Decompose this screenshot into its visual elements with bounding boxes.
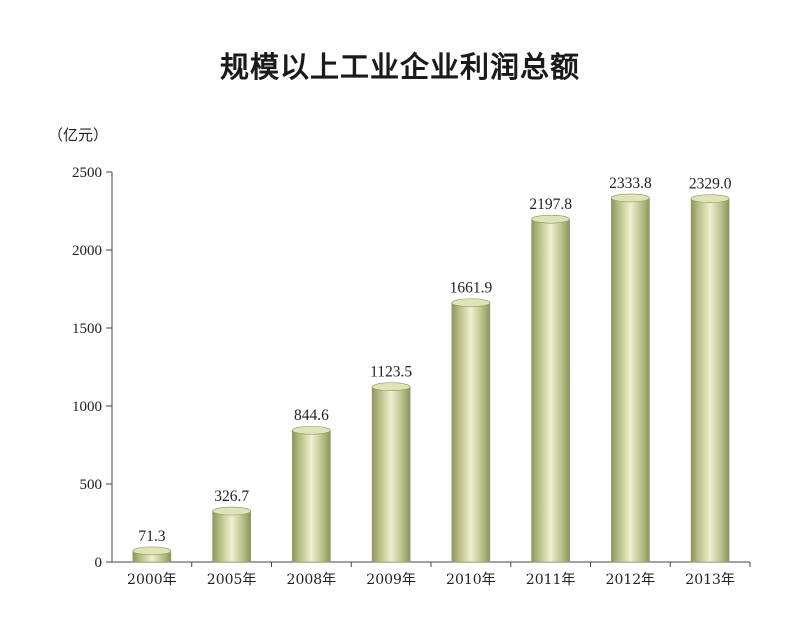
bar — [611, 197, 650, 563]
x-tick-label: 2013年 — [685, 572, 735, 588]
bar-cap — [611, 193, 650, 203]
x-tick-label: 2000年 — [127, 572, 177, 588]
x-tick-label: 2012年 — [606, 572, 656, 588]
axes: 0 500 1000 1500 2000 2500 — [72, 165, 751, 571]
y-tick-label: 1500 — [72, 321, 102, 337]
y-tick-label: 2500 — [72, 165, 102, 181]
data-label: 2329.0 — [689, 176, 732, 193]
labels: 71.3 2000年 326.7 2005年 844.6 2008年 1123.5 2009年… — [127, 175, 735, 588]
y-tick-label: 2000 — [72, 243, 102, 259]
data-label: 2333.8 — [609, 175, 652, 192]
bar-cap — [132, 546, 172, 556]
bar — [451, 302, 491, 563]
data-label: 326.7 — [214, 488, 249, 505]
x-tick-label: 2011年 — [526, 572, 576, 588]
bar-cap — [212, 506, 251, 516]
x-tick-label: 2009年 — [366, 572, 416, 588]
y-tick-label: 0 — [95, 555, 103, 571]
bar — [212, 510, 251, 563]
data-label: 844.6 — [294, 407, 329, 424]
bar — [531, 218, 570, 563]
y-tick-label: 500 — [80, 477, 103, 493]
bar — [690, 198, 730, 563]
bar-cap — [531, 214, 570, 224]
y-tick-label: 1000 — [72, 399, 102, 415]
bar-cap — [690, 194, 730, 203]
bar-cap — [451, 298, 491, 308]
bar-cap — [292, 425, 331, 435]
bar-cap — [371, 382, 411, 392]
bar — [292, 429, 331, 563]
data-label: 1123.5 — [370, 364, 412, 381]
bars — [132, 193, 730, 563]
data-label: 1661.9 — [450, 280, 493, 297]
y-axis-unit-label: （亿元） — [48, 126, 109, 144]
data-label: 2197.8 — [529, 196, 572, 213]
x-tick-label: 2010年 — [446, 572, 496, 588]
bar — [371, 386, 411, 563]
data-label: 71.3 — [138, 528, 165, 545]
x-tick-label: 2005年 — [207, 572, 257, 588]
chart-title: 规模以上工业企业利润总额 — [219, 50, 580, 84]
x-tick-label: 2008年 — [287, 572, 337, 588]
